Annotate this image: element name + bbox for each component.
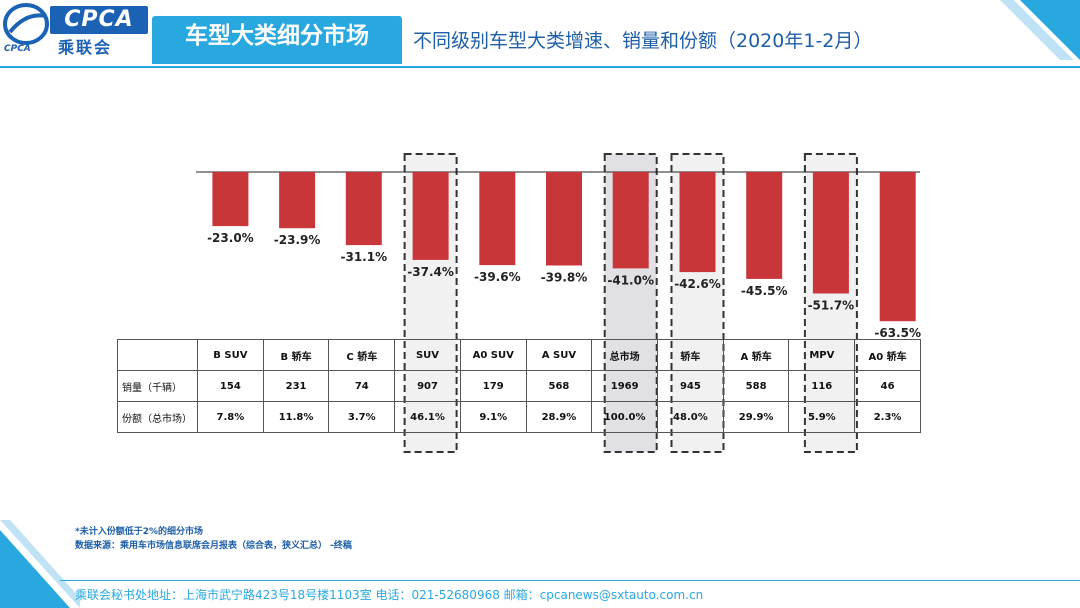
- column-header: A0 SUV: [459, 339, 527, 371]
- table-row: 份额（总市场） 7.8% 11.8% 3.7% 46.1% 9.1% 28.9% 100.0…: [117, 401, 921, 433]
- table-cell: 28.9%: [525, 401, 593, 433]
- bars-group: [212, 172, 916, 322]
- table-cell: 3.7%: [328, 401, 396, 433]
- bar: [345, 172, 382, 246]
- column-header: B 轿车: [262, 339, 330, 371]
- column-header: A0 轿车: [854, 339, 921, 371]
- table-corner-cell: [117, 339, 198, 371]
- table-cell: 907: [394, 370, 461, 402]
- row-label: 份额（总市场）: [117, 401, 198, 433]
- table-cell: 9.1%: [459, 401, 527, 433]
- data-label: -37.4%: [407, 265, 454, 279]
- table-cell: 74: [328, 370, 396, 402]
- table-cell: 588: [722, 370, 790, 402]
- bar: [479, 172, 516, 266]
- logo-text: CPCA: [50, 6, 148, 34]
- table-cell: 46: [854, 370, 921, 402]
- row-label: 销量（千辆）: [117, 370, 198, 402]
- corner-decoration: [1000, 0, 1080, 60]
- data-label: -23.9%: [274, 233, 321, 247]
- bar: [279, 172, 316, 229]
- data-label: -39.8%: [541, 271, 588, 285]
- table-cell: 116: [788, 370, 856, 402]
- data-label: -63.5%: [874, 326, 921, 340]
- logo-emblem-icon: [3, 3, 49, 45]
- table-header-row: B SUV B 轿车 C 轿车 SUV A0 SUV A SUV 总市场 轿车 A 轿车 MPV A…: [117, 339, 921, 371]
- bar: [612, 172, 649, 269]
- bar: [679, 172, 716, 273]
- table-cell: 945: [657, 370, 724, 402]
- table-cell: 231: [262, 370, 330, 402]
- bar: [746, 172, 783, 279]
- column-header: MPV: [788, 339, 856, 371]
- footer-contact: 乘联会秘书处地址：上海市武宁路423号18号楼1103室 电话：021-5268…: [75, 588, 704, 602]
- corner-decoration: [0, 520, 80, 608]
- logo-small-text: CPCA: [4, 44, 31, 54]
- data-label: -31.1%: [340, 250, 387, 264]
- table-cell: 46.1%: [394, 401, 461, 433]
- bar: [812, 172, 849, 294]
- bar: [412, 172, 449, 260]
- table-cell: 568: [525, 370, 593, 402]
- bar: [212, 172, 249, 227]
- page-subtitle: 不同级别车型大类增速、销量和份额（2020年1-2月）: [413, 30, 873, 52]
- table-cell: 7.8%: [197, 401, 264, 433]
- table-cell: 100.0%: [591, 401, 659, 433]
- note-threshold: *未计入份额低于2%的细分市场: [75, 527, 203, 537]
- data-label: -51.7%: [808, 299, 855, 313]
- column-header: 总市场: [591, 339, 659, 371]
- data-label: -39.6%: [474, 270, 521, 284]
- table-cell: 29.9%: [722, 401, 790, 433]
- column-header: B SUV: [197, 339, 264, 371]
- data-table: B SUV B 轿车 C 轿车 SUV A0 SUV A SUV 总市场 轿车 A 轿车 MPV A…: [117, 339, 921, 433]
- data-label: -42.6%: [674, 277, 721, 291]
- column-header: C 轿车: [328, 339, 396, 371]
- data-label: -41.0%: [607, 273, 654, 287]
- column-header: A 轿车: [722, 339, 790, 371]
- logo-chinese-text: 乘联会: [58, 38, 113, 57]
- table-cell: 11.8%: [262, 401, 330, 433]
- table-cell: 2.3%: [854, 401, 921, 433]
- table-cell: 179: [459, 370, 527, 402]
- data-label: -45.5%: [741, 284, 788, 298]
- column-header: 轿车: [657, 339, 724, 371]
- page-title: 车型大类细分市场: [185, 23, 369, 49]
- table-cell: 154: [197, 370, 264, 402]
- table-cell: 5.9%: [788, 401, 856, 433]
- column-header: A SUV: [525, 339, 593, 371]
- note-source: 数据来源：乘用车市场信息联席会月报表（综合表，狭义汇总） -终稿: [75, 541, 352, 551]
- table-cell: 48.0%: [657, 401, 724, 433]
- bar: [879, 172, 916, 322]
- header-divider: [0, 66, 1080, 68]
- bar: [546, 172, 582, 266]
- column-header: SUV: [394, 339, 461, 371]
- table-row: 销量（千辆） 154 231 74 907 179 568 1969 945 588 116 46: [117, 370, 921, 402]
- title-banner: [152, 16, 402, 64]
- data-label: -23.0%: [207, 231, 254, 245]
- footer-divider: [60, 580, 1080, 581]
- table-cell: 1969: [591, 370, 659, 402]
- data-labels-group: -23.0% -23.9% -31.1% -37.4% -39.6% -39.8% -41.…: [207, 231, 921, 340]
